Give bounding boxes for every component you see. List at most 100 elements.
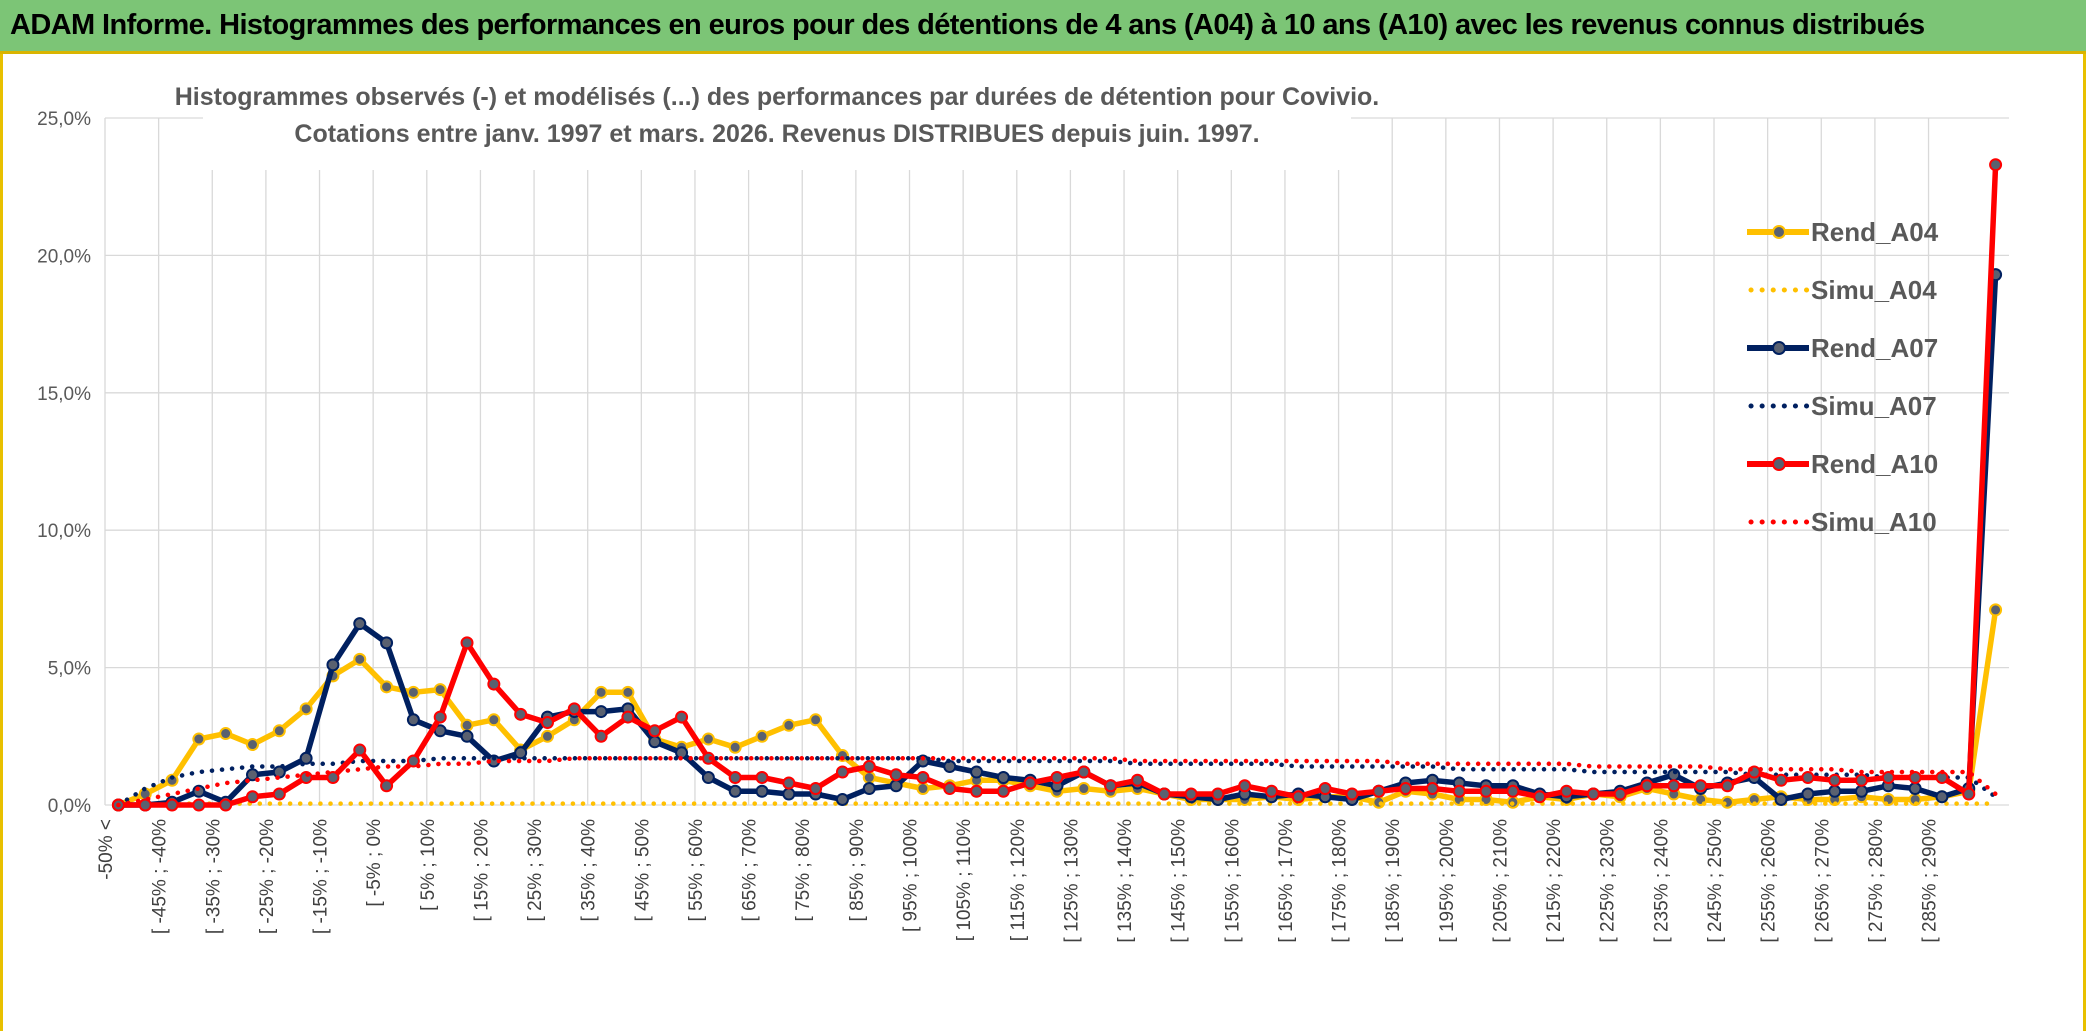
- x-tick-label: -50% <: [96, 819, 117, 880]
- x-tick-label: [ 35% ; 40%: [579, 819, 600, 922]
- data-point: [487, 713, 501, 727]
- data-point: [567, 702, 581, 716]
- data-point: [782, 787, 796, 801]
- x-tick-label: [ 265% ; 270%: [1812, 819, 1833, 943]
- report-title: ADAM Informe. Histogrammes des performan…: [10, 9, 1925, 41]
- data-point: [782, 776, 796, 790]
- data-point: [272, 787, 286, 801]
- data-point: [1560, 784, 1574, 798]
- data-point: [1828, 784, 1842, 798]
- data-point: [809, 713, 823, 727]
- legend-label: Rend_A04: [1811, 217, 1939, 247]
- data-point: [1318, 782, 1332, 796]
- data-point: [1399, 782, 1413, 796]
- legend-entry-simu-a10: Simu_A10: [1748, 507, 1937, 537]
- data-point: [1023, 776, 1037, 790]
- data-point: [353, 617, 367, 631]
- data-point: [165, 773, 179, 787]
- data-point: [1881, 771, 1895, 785]
- x-tick-label: [ 115% ; 120%: [1008, 819, 1029, 941]
- x-tick-label: [ 155% ; 160%: [1222, 819, 1243, 943]
- data-point: [835, 793, 849, 807]
- series-line-simu-a04: [116, 801, 1998, 808]
- data-point: [1130, 773, 1144, 787]
- x-tick-label: [ 275% ; 280%: [1866, 819, 1887, 943]
- data-point: [219, 727, 233, 741]
- x-tick-label: [ 65% ; 70%: [740, 819, 761, 922]
- data-point: [165, 798, 179, 812]
- series-lines: [111, 158, 2003, 812]
- legend-entry-simu-a04: Simu_A04: [1748, 275, 1937, 305]
- x-tick-label: [ 245% ; 250%: [1705, 819, 1726, 943]
- subtitle-background: [203, 74, 1351, 170]
- data-point: [380, 779, 394, 793]
- data-point: [1908, 782, 1922, 796]
- data-point: [1720, 779, 1734, 793]
- data-point: [540, 716, 554, 730]
- data-point: [460, 729, 474, 743]
- legend-entry-simu-a07: Simu_A07: [1748, 391, 1937, 421]
- data-point: [728, 771, 742, 785]
- data-point: [460, 636, 474, 650]
- data-point: [970, 765, 984, 779]
- data-point: [675, 710, 689, 724]
- data-point: [701, 732, 715, 746]
- data-point: [272, 724, 286, 738]
- data-point: [728, 784, 742, 798]
- data-point: [594, 705, 608, 719]
- x-tick-label: [ 175% ; 180%: [1330, 819, 1351, 943]
- x-tick-label: [ 195% ; 200%: [1437, 819, 1458, 943]
- legend-marker: [1772, 225, 1786, 239]
- data-point: [138, 798, 152, 812]
- legend-label: Simu_A10: [1811, 507, 1937, 537]
- x-tick-label: [ 125% ; 130%: [1061, 819, 1082, 943]
- data-point: [701, 771, 715, 785]
- data-point: [1774, 773, 1788, 787]
- y-tick-label: 15,0%: [37, 384, 91, 405]
- y-tick-label: 20,0%: [37, 246, 91, 267]
- data-point: [1506, 784, 1520, 798]
- data-point: [1291, 790, 1305, 804]
- legend-entry-rend-a10: Rend_A10: [1747, 449, 1938, 479]
- data-point: [514, 746, 528, 760]
- x-tick-label: [ -5% ; 0%: [364, 819, 385, 907]
- x-tick-label: [ 205% ; 210%: [1490, 819, 1511, 943]
- legend-label: Simu_A04: [1811, 275, 1937, 305]
- y-axis-ticks: 0,0% 5,0% 10,0% 15,0% 20,0% 25,0%: [37, 109, 91, 817]
- x-tick-label: [ 75% ; 80%: [793, 819, 814, 922]
- data-point: [755, 784, 769, 798]
- data-point: [1077, 782, 1091, 796]
- data-point: [1479, 784, 1493, 798]
- subtitle-line-2: Cotations entre janv. 1997 et mars. 2026…: [294, 120, 1259, 148]
- x-tick-label: [ 25% ; 30%: [525, 819, 546, 922]
- data-point: [406, 713, 420, 727]
- x-tick-label: [ -25% ; -20%: [257, 819, 278, 934]
- data-point: [219, 798, 233, 812]
- legend-marker: [1772, 341, 1786, 355]
- data-point: [1989, 158, 2003, 172]
- chart-frame: Histogrammes observés (-) et modélisés (…: [0, 54, 2086, 1031]
- data-point: [889, 768, 903, 782]
- data-point: [245, 768, 259, 782]
- data-point: [1077, 765, 1091, 779]
- x-tick-label: [ 145% ; 150%: [1169, 819, 1190, 943]
- data-point: [1050, 771, 1064, 785]
- x-tick-label: [ 215% ; 220%: [1544, 819, 1565, 943]
- data-point: [1586, 787, 1600, 801]
- y-tick-label: 5,0%: [48, 659, 91, 680]
- data-point: [889, 779, 903, 793]
- data-point: [192, 798, 206, 812]
- x-tick-label: [ 5% ; 10%: [418, 819, 439, 911]
- x-axis-ticks: -50% < [ -45% ; -40% [ -35% ; -30% [ -25% ;…: [96, 819, 1941, 943]
- x-tick-label: [ 55% ; 60%: [686, 819, 707, 922]
- data-point: [380, 680, 394, 694]
- data-point: [862, 771, 876, 785]
- data-point: [648, 724, 662, 738]
- data-point: [970, 784, 984, 798]
- legend: Rend_A04 Simu_A04 Rend_A07 Simu_A07 Rend_A10…: [1747, 217, 1939, 537]
- data-point: [1157, 787, 1171, 801]
- data-point: [406, 754, 420, 768]
- data-point: [621, 685, 635, 699]
- data-point: [996, 771, 1010, 785]
- x-tick-label: [ 185% ; 190%: [1383, 819, 1404, 943]
